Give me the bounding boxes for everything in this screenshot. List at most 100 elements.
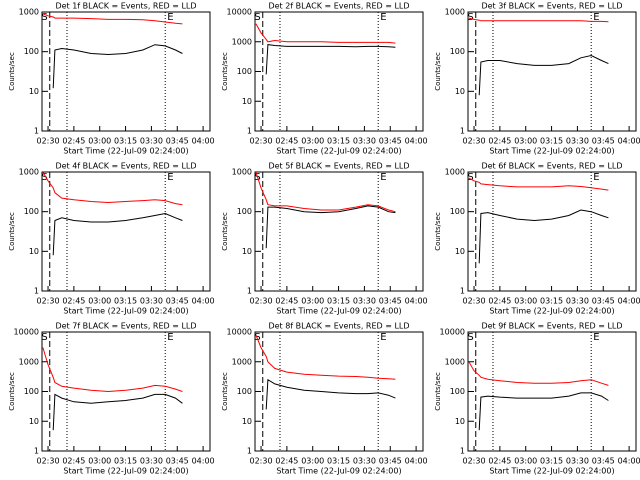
x-tick-label: 02:45 [275,297,298,306]
x-tick-label: 03:30 [140,137,163,146]
series-line [478,54,609,96]
x-tick-label: 03:00 [514,137,537,146]
x-tick-label: 03:15 [114,457,137,466]
x-tick-label: 03:45 [166,457,189,466]
y-tick-label: 1000 [19,8,39,17]
x-axis-label: Start Time (22-Jul-09 02:24:00) [63,307,188,316]
plot-frame [41,331,211,452]
x-tick-label: 03:45 [592,137,615,146]
x-axis-label: Start Time (22-Jul-09 02:24:00) [63,147,188,156]
x-axis-label: Start Time (22-Jul-09 02:24:00) [276,307,401,316]
annotation: S [467,332,473,343]
annotation: E [593,12,599,23]
x-tick-label: 03:45 [379,457,402,466]
panel-title: Det 8f BLACK = Events, RED = LLD [268,322,409,331]
y-tick-label: 100 [237,207,252,216]
y-axis-label: Counts/sec [8,372,16,411]
panel: Det 8f BLACK = Events, RED = LLD Start Ti… [221,322,428,476]
x-tick-label: 03:15 [114,297,137,306]
y-tick-label: 10 [242,97,252,106]
annotation: S [254,12,260,23]
panel: Det 2f BLACK = Events, RED = LLD Start Ti… [221,2,428,156]
y-tick-label: 1 [460,447,465,456]
x-tick-label: 03:00 [514,297,537,306]
x-tick-label: 03:45 [166,137,189,146]
x-tick-label: 03:30 [353,457,376,466]
panel: Det 7f BLACK = Events, RED = LLD Start Ti… [8,322,215,476]
annotation: E [380,172,386,183]
panel: Det 3f BLACK = Events, RED = LLD Start Ti… [434,2,640,156]
y-axis-label: Counts/sec [434,372,442,411]
x-tick-label: 04:00 [405,297,428,306]
plot-frame [467,171,637,292]
x-tick-label: 03:00 [88,457,111,466]
y-tick-label: 10 [242,247,252,256]
x-tick-label: 03:00 [88,137,111,146]
x-tick-label: 03:30 [140,297,163,306]
x-tick-label: 02:30 [36,297,59,306]
annotation: E [167,12,173,23]
y-axis-label: Counts/sec [221,52,229,91]
y-axis-label: Counts/sec [221,212,229,251]
x-tick-label: 02:30 [249,137,272,146]
y-axis-label: Counts/sec [434,52,442,91]
x-tick-label: 03:15 [327,137,350,146]
x-tick-label: 03:45 [379,297,402,306]
x-tick-label: 03:15 [540,297,563,306]
x-tick-label: 04:00 [192,297,215,306]
x-tick-label: 03:30 [353,297,376,306]
series-line [478,209,609,264]
y-tick-label: 1 [34,127,39,136]
annotation: S [41,12,47,23]
x-tick-label: 02:30 [462,137,485,146]
series-line [468,177,609,191]
plot-frame [41,11,211,132]
y-tick-label: 10000 [14,328,39,337]
annotation: E [593,172,599,183]
panel-title: Det 3f BLACK = Events, RED = LLD [481,2,622,11]
series-line [52,44,183,89]
x-tick-label: 04:00 [618,457,640,466]
series-line [52,212,183,256]
y-axis-label: Counts/sec [8,212,16,251]
y-tick-label: 100 [237,387,252,396]
x-tick-label: 03:00 [301,137,324,146]
y-tick-label: 1 [460,127,465,136]
y-tick-label: 10000 [440,328,465,337]
x-tick-label: 04:00 [192,137,215,146]
x-tick-label: 02:45 [488,457,511,466]
panel-title: Det 1f BLACK = Events, RED = LLD [55,2,196,11]
x-tick-label: 03:15 [327,457,350,466]
x-tick-label: 02:30 [36,137,59,146]
panel-title: Det 5f BLACK = Events, RED = LLD [268,162,409,171]
x-tick-label: 03:45 [166,297,189,306]
y-tick-label: 10000 [227,8,252,17]
plot-frame [467,331,637,452]
series-line [255,23,396,44]
panel: Det 9f BLACK = Events, RED = LLD Start Ti… [434,322,640,476]
x-axis-label: Start Time (22-Jul-09 02:24:00) [276,467,401,476]
x-tick-label: 02:30 [249,457,272,466]
x-tick-label: 03:15 [114,137,137,146]
annotation: E [380,12,386,23]
x-tick-label: 02:45 [275,137,298,146]
x-tick-label: 03:45 [379,137,402,146]
series-line [52,393,183,431]
y-tick-label: 1 [247,447,252,456]
y-tick-label: 1000 [445,357,465,366]
annotation: E [380,332,386,343]
x-tick-label: 03:30 [566,457,589,466]
x-tick-label: 02:30 [462,457,485,466]
panel-title: Det 4f BLACK = Events, RED = LLD [55,162,196,171]
y-tick-label: 100 [24,47,39,56]
y-tick-label: 10 [242,417,252,426]
y-axis-label: Counts/sec [8,52,16,91]
annotation: S [41,332,47,343]
x-tick-label: 03:00 [88,297,111,306]
x-tick-label: 03:00 [514,457,537,466]
panel: Det 4f BLACK = Events, RED = LLD Start Ti… [8,162,215,316]
x-tick-label: 04:00 [618,297,640,306]
series-line [42,13,183,25]
y-tick-label: 1000 [19,357,39,366]
annotation: S [467,172,473,183]
